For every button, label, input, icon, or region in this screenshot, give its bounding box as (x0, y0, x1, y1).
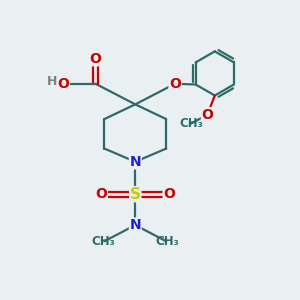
Text: O: O (163, 187, 175, 201)
Text: O: O (95, 187, 107, 201)
Text: N: N (130, 155, 141, 169)
Text: CH₃: CH₃ (156, 235, 179, 248)
Text: S: S (130, 187, 141, 202)
Text: CH₃: CH₃ (179, 117, 203, 130)
Text: O: O (57, 77, 69, 91)
Text: O: O (90, 52, 101, 66)
Text: H: H (47, 75, 57, 88)
Text: O: O (202, 108, 213, 122)
Text: N: N (130, 218, 141, 232)
Text: CH₃: CH₃ (91, 235, 115, 248)
Text: O: O (169, 77, 181, 91)
